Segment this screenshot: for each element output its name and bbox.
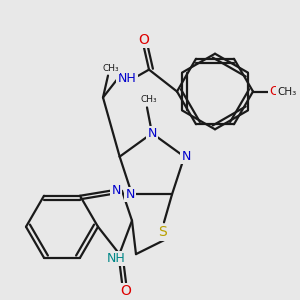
Text: CH₃: CH₃ <box>103 64 119 73</box>
Text: NH: NH <box>118 72 136 85</box>
Text: O: O <box>139 33 149 47</box>
Text: N: N <box>125 188 135 201</box>
Text: CH₃: CH₃ <box>278 86 297 97</box>
Text: N: N <box>182 150 191 163</box>
Text: N: N <box>147 127 157 140</box>
Text: O: O <box>269 85 279 98</box>
Text: N: N <box>111 184 121 197</box>
Text: CH₃: CH₃ <box>141 95 157 104</box>
Text: S: S <box>159 225 167 239</box>
Text: O: O <box>121 284 131 298</box>
Text: NH: NH <box>106 252 125 265</box>
